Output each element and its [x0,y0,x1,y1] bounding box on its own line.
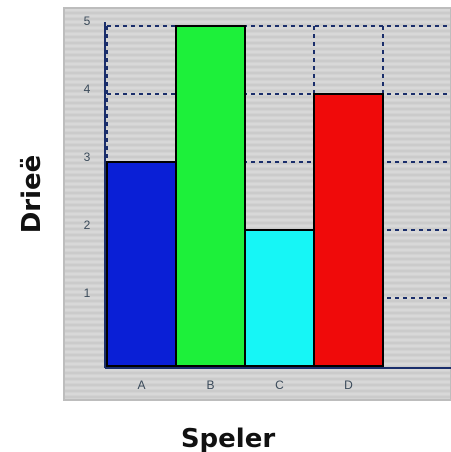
x-axis-title: Speler [181,424,276,452]
y-tick-label-4: 4 [84,82,91,96]
bars [106,25,384,367]
y-axis-title: Drieë [17,155,47,234]
y-tick-label-5: 5 [84,14,91,28]
x-tick-label-B: B [206,378,214,392]
y-tick-label-1: 1 [84,286,91,300]
bar-C [244,229,315,367]
y-tick-labels: 1 2 3 4 5 [84,14,91,300]
x-tick-label-A: A [137,378,145,392]
bar-A [106,161,177,367]
y-tick-label-2: 2 [84,218,91,232]
x-tick-label-D: D [344,378,353,392]
x-tick-labels: A B C D [137,378,353,392]
x-tick-label-C: C [275,378,284,392]
bar-D [313,93,384,367]
axes [104,22,451,369]
y-tick-label-3: 3 [84,150,91,164]
bar-B [175,25,246,367]
